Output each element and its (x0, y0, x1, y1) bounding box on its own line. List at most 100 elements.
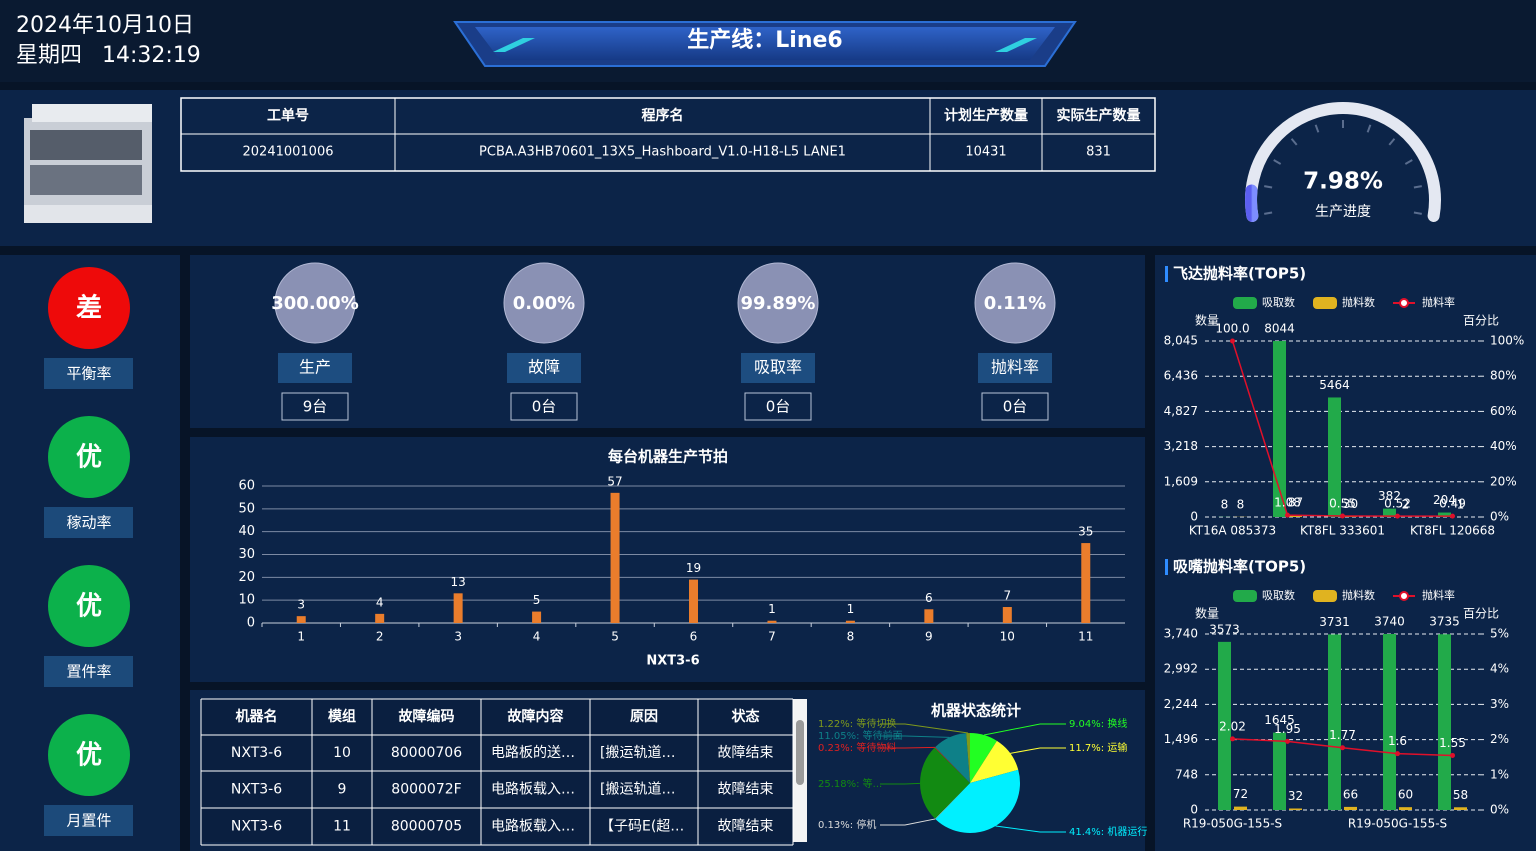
machine-feeders (30, 165, 142, 195)
rating-label: 稼动率 (66, 514, 111, 532)
pie-label: 11.05%: 等待前面 (818, 729, 903, 742)
x-tick-label: R19-050G-155-S (1348, 817, 1447, 831)
y-tick-label: 0 (1190, 510, 1198, 524)
gauge-tick (1388, 138, 1396, 146)
bar (1438, 634, 1451, 810)
rate-label: 0.55 (1329, 497, 1356, 511)
rating-grade: 优 (76, 592, 102, 622)
gauge-tick (1264, 211, 1273, 215)
pie-slice (970, 740, 1019, 783)
bar (453, 593, 463, 623)
legend-label: 抛料数 (1342, 588, 1375, 602)
pie-leader (880, 735, 950, 738)
table-cell: PCBA.A3HB70601_13X5_Hashboard_V1.0-H18-L… (479, 145, 846, 160)
y-tick-label: 2,244 (1164, 697, 1198, 711)
rate-point (1340, 745, 1345, 751)
y-tick-label: 1,496 (1164, 732, 1198, 746)
y-tick-label: 20 (238, 570, 255, 585)
rate-point (1230, 338, 1235, 344)
pie-label: 0.13%: 停机 (818, 818, 876, 831)
pie-leader (1010, 747, 1066, 754)
weekday: 星期四 (16, 43, 82, 68)
pie-title: 机器状态统计 (931, 702, 1021, 720)
y-tick-label: 3,740 (1164, 627, 1198, 641)
x-tick-label: KT16A 085373 (1189, 524, 1276, 538)
bar-label: 1 (768, 602, 776, 616)
stat-label-box[interactable] (978, 353, 1052, 383)
stat-value: 0.00% (513, 293, 575, 314)
bar (767, 620, 777, 623)
rating-grade: 优 (76, 741, 102, 771)
bar (845, 620, 855, 623)
pie-leader (880, 818, 936, 826)
pie-label: 1.22%: 等待切换 (818, 717, 896, 730)
stat-circle (274, 262, 356, 344)
bar (1218, 641, 1231, 810)
bar-label: 204 (1433, 493, 1456, 507)
gauge-tick (1273, 159, 1282, 165)
bar (1328, 397, 1341, 517)
x-tick-label: 2 (376, 630, 384, 644)
pie-label: 11.7%: 运输 (1069, 741, 1127, 754)
scrollbar-thumb[interactable] (796, 720, 804, 785)
y-tick-label: 40 (238, 524, 255, 539)
bar-label: 6 (925, 591, 933, 605)
x-tick-label: 4 (533, 630, 541, 644)
stat-count: 9台 (303, 398, 328, 416)
table-cell: 故障结束 (718, 819, 774, 835)
pie-label: 0.23%: 等待物料 (818, 741, 896, 754)
date: 2024年10月10日 (16, 13, 194, 38)
pie-leader (880, 782, 921, 785)
x-tick-label: KT8FL 333601 (1300, 524, 1385, 538)
stat-label-box[interactable] (741, 353, 815, 383)
rating-badge (48, 714, 130, 796)
table-cell: NXT3-6 (231, 819, 282, 835)
y2-axis-title: 百分比 (1463, 607, 1499, 621)
bar-label: 13 (450, 575, 465, 589)
x-tick-label: 5 (611, 630, 619, 644)
bar-label: 72 (1233, 787, 1248, 801)
bar-label: 66 (1343, 787, 1358, 801)
bar-label: 4 (376, 595, 384, 609)
bar-label: 8 (1237, 497, 1245, 511)
legend-label: 吸取数 (1262, 589, 1295, 602)
y-tick-label: 50 (238, 501, 255, 516)
machine-top (32, 104, 152, 122)
bar (1344, 806, 1357, 810)
time: 14:32:19 (102, 43, 201, 68)
stat-count-box (510, 392, 578, 421)
stat-count: 0台 (532, 398, 557, 416)
cycle-panel (190, 437, 1145, 682)
rating-badge (48, 565, 130, 647)
bar-label: 3573 (1209, 622, 1240, 636)
rating-label-box (44, 656, 133, 687)
pie-leader (880, 723, 969, 734)
y2-tick-label: 3% (1490, 697, 1509, 711)
pie-slice (935, 733, 970, 783)
stat-count-box (281, 392, 349, 421)
stat-label-box[interactable] (507, 353, 581, 383)
table-cell: 8000072F (391, 782, 461, 798)
gauge-tick (1314, 124, 1320, 133)
bar-label: 3735 (1429, 615, 1460, 629)
table-header: 故障内容 (508, 708, 564, 725)
rate-label: 0.49 (1439, 497, 1466, 511)
rate-point (1230, 736, 1235, 742)
pie-slice (920, 747, 970, 819)
table-cell: 80000706 (391, 745, 462, 761)
pie-leader (983, 723, 1066, 736)
pie-slice (970, 733, 997, 783)
rating-label-box (44, 805, 133, 836)
y2-tick-label: 0% (1490, 510, 1509, 524)
table-header: 实际生产数量 (1057, 107, 1141, 124)
rate-label: 1.77 (1329, 728, 1356, 742)
bar (924, 609, 934, 623)
table-cell: 20241001006 (243, 145, 334, 160)
bar (1289, 515, 1302, 517)
rate-point (1395, 513, 1400, 519)
stat-label-box[interactable] (278, 353, 352, 383)
table-cell: 电路板的送… (491, 745, 575, 761)
y-tick-label: 8,045 (1164, 334, 1198, 348)
